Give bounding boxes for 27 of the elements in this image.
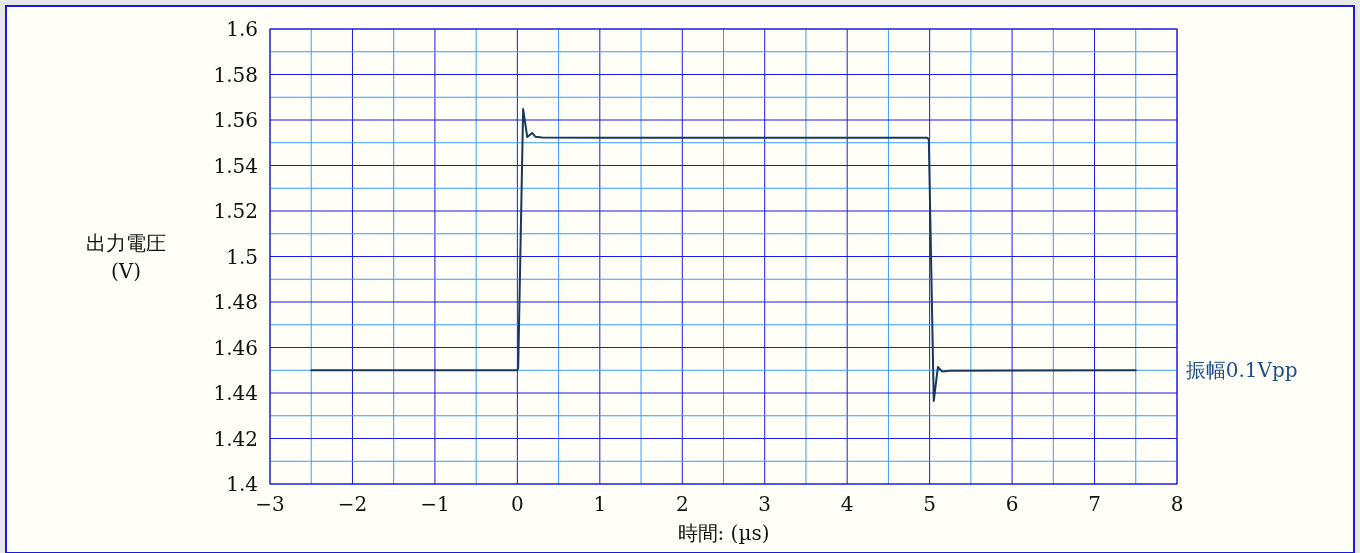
x-tick-label: 1 [593, 492, 607, 516]
y-tick-label: 1.44 [213, 381, 258, 405]
x-tick-label: 0 [511, 492, 524, 516]
y-tick-label: 1.5 [226, 244, 258, 269]
y-axis-title: 出力電圧 (V) [86, 231, 166, 283]
line-series [310, 108, 1137, 402]
y-tick-label: 1.52 [213, 199, 258, 223]
x-tick-label: 5 [923, 492, 936, 516]
y-tick-label: 1.42 [213, 426, 258, 451]
annotation: 振幅0.1Vpp [1185, 358, 1298, 383]
x-tick-label: 4 [840, 492, 854, 516]
x-tick-label: −1 [420, 492, 450, 516]
y-tick-label: 1.6 [226, 17, 258, 41]
y-tick-label: 1.48 [213, 290, 258, 314]
y-tick-label: 1.58 [213, 62, 258, 87]
x-tick-label: 3 [758, 492, 772, 516]
x-tick-label: −3 [255, 492, 285, 516]
x-tick-label: −2 [337, 492, 368, 516]
y-tick-label: 1.54 [213, 153, 258, 178]
x-tick-label: 6 [1005, 492, 1019, 516]
x-tick-label: 7 [1088, 492, 1101, 516]
x-tick-label: 2 [675, 492, 689, 516]
y-tick-label: 1.46 [213, 335, 258, 360]
x-tick-label: 8 [1170, 492, 1184, 516]
x-axis-title: 時間: (µs) [677, 521, 770, 545]
y-tick-label: 1.4 [226, 472, 258, 496]
y-tick-label: 1.56 [213, 108, 258, 132]
